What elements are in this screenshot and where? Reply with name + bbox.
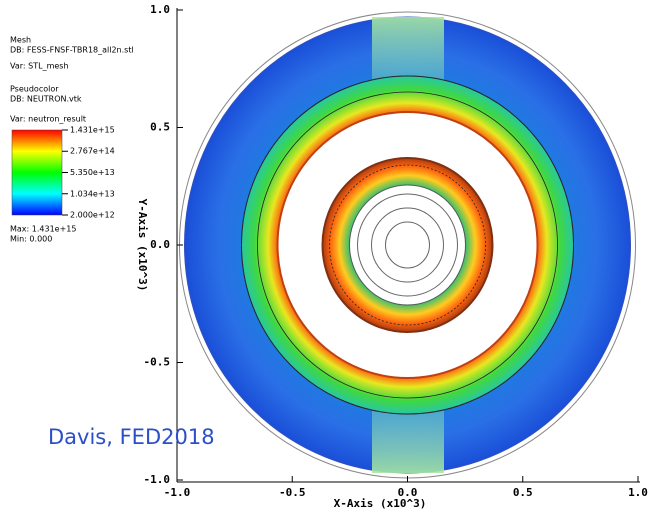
y-tick-label: -0.5 bbox=[144, 356, 171, 369]
colorbar-tick-label: 2.767e+14 bbox=[70, 147, 115, 156]
legend-text: Mesh bbox=[10, 36, 31, 45]
legend-text: Pseudocolor bbox=[10, 85, 59, 94]
colorbar-tick-label: 1.034e+13 bbox=[70, 189, 115, 198]
y-tick-label: 0.0 bbox=[150, 238, 170, 251]
annotation: Davis, FED2018 bbox=[48, 425, 215, 449]
y-tick-label: 1.0 bbox=[150, 3, 170, 16]
colorbar-tick-label: 2.000e+12 bbox=[70, 211, 115, 220]
legend-text: Var: neutron_result bbox=[10, 115, 86, 124]
colorbar-tick-label: 1.431e+15 bbox=[70, 126, 115, 135]
legend-text: DB: FESS-FNSF-TBR18_all2n.stl bbox=[10, 46, 134, 55]
legend-text: Min: 0.000 bbox=[10, 235, 52, 244]
x-tick-label: -0.5 bbox=[279, 486, 306, 499]
legend-text: Max: 1.431e+15 bbox=[10, 225, 76, 234]
y-axis-label: Y-Axis (x10^3) bbox=[136, 199, 149, 292]
x-tick-label: 0.5 bbox=[513, 486, 533, 499]
x-tick-label: -1.0 bbox=[164, 486, 191, 499]
y-tick-label: -1.0 bbox=[144, 473, 171, 486]
plot-image bbox=[180, 12, 636, 478]
legend-text: DB: NEUTRON.vtk bbox=[10, 95, 82, 104]
colorbar-tick-label: 5.350e+13 bbox=[70, 168, 115, 177]
x-tick-label: 1.0 bbox=[628, 486, 648, 499]
y-tick-label: 0.5 bbox=[150, 121, 170, 134]
legend-text: Var: STL_mesh bbox=[10, 62, 69, 71]
colorbar bbox=[12, 130, 62, 215]
chart: X-Axis (x10^3) Y-Axis (x10^3) Mesh DB: F… bbox=[0, 0, 666, 516]
x-tick-label: 0.0 bbox=[398, 486, 418, 499]
